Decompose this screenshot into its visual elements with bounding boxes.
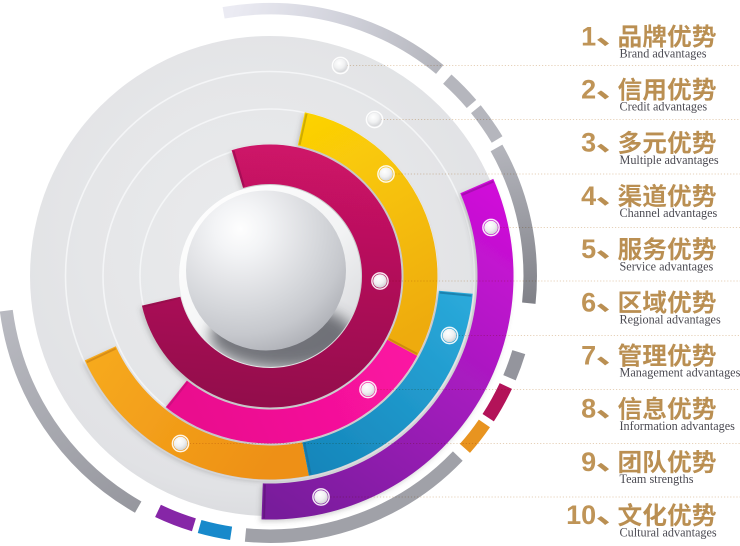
svg-text:Multiple advantages: Multiple advantages	[620, 153, 719, 167]
svg-text:4: 4	[581, 181, 596, 211]
svg-text:Regional advantages: Regional advantages	[620, 313, 721, 327]
svg-text:Channel advantages: Channel advantages	[620, 206, 718, 220]
svg-text:10: 10	[566, 500, 596, 530]
svg-text:1: 1	[581, 21, 596, 51]
svg-text:Brand advantages: Brand advantages	[620, 47, 707, 61]
svg-text:Management advantages: Management advantages	[620, 366, 740, 380]
svg-text:Information advantages: Information advantages	[620, 419, 736, 433]
svg-text:7: 7	[581, 341, 596, 371]
svg-text:Cultural advantages: Cultural advantages	[620, 525, 717, 539]
svg-text:3: 3	[581, 128, 596, 158]
svg-text:Credit advantages: Credit advantages	[620, 100, 708, 114]
svg-text:Team strengths: Team strengths	[620, 472, 694, 486]
svg-text:Service advantages: Service advantages	[620, 259, 714, 273]
svg-text:6: 6	[581, 287, 596, 317]
svg-text:5: 5	[581, 234, 596, 264]
svg-text:9: 9	[581, 447, 596, 477]
svg-text:8: 8	[581, 394, 596, 424]
svg-text:2: 2	[581, 75, 596, 105]
